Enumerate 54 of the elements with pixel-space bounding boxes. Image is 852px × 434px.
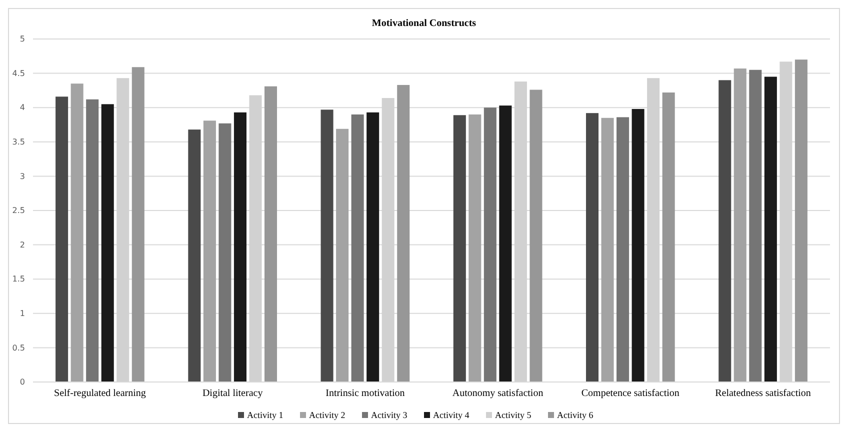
- legend-label: Activity 5: [495, 410, 532, 420]
- chart-title: Motivational Constructs: [372, 18, 476, 29]
- legend-label: Activity 1: [247, 410, 284, 420]
- bar: [632, 108, 644, 382]
- bar: [86, 99, 99, 382]
- bar: [188, 130, 201, 382]
- bar: [70, 84, 84, 382]
- bar: [586, 113, 599, 382]
- bar: [101, 104, 114, 382]
- x-tick-label: Digital literacy: [202, 388, 263, 399]
- x-tick-label: Autonomy satisfaction: [452, 388, 544, 399]
- bar: [56, 96, 68, 382]
- bar: [734, 68, 746, 382]
- bar: [468, 114, 482, 382]
- bar: [530, 90, 542, 382]
- legend-label: Activity 3: [371, 410, 408, 420]
- bar: [764, 76, 777, 382]
- x-tick-label: Self-regulated learning: [54, 388, 146, 399]
- y-tick-label: 1.5: [12, 274, 25, 284]
- bar: [601, 118, 614, 382]
- legend-label: Activity 6: [557, 410, 594, 420]
- y-tick-label: 4: [20, 103, 25, 112]
- bar: [397, 84, 410, 382]
- y-tick-label: 3.5: [12, 137, 25, 146]
- y-tick-label: 1: [20, 308, 25, 318]
- bar: [794, 60, 808, 382]
- bar: [453, 115, 466, 382]
- bar: [351, 114, 364, 382]
- bar: [718, 80, 732, 382]
- y-tick-label: 4.5: [12, 68, 25, 78]
- x-tick-label: Competence satisfaction: [581, 388, 680, 399]
- y-tick-label: 5: [20, 34, 25, 44]
- bar: [264, 86, 278, 382]
- y-tick-label: 3: [20, 172, 25, 181]
- bar: [203, 120, 216, 382]
- bar: [749, 70, 762, 382]
- bar: [484, 108, 496, 382]
- y-tick-label: 0.5: [12, 343, 25, 352]
- x-tick-label: Intrinsic motivation: [326, 388, 405, 399]
- bar: [366, 112, 380, 382]
- legend-label: Activity 2: [309, 410, 346, 420]
- legend-label: Activity 4: [433, 410, 470, 420]
- bar: [336, 128, 349, 382]
- y-tick-label: 2: [20, 240, 25, 250]
- bar: [662, 92, 675, 382]
- y-tick-label: 0: [20, 378, 25, 387]
- bar: [499, 106, 512, 382]
- bar: [218, 123, 232, 382]
- bar: [234, 112, 246, 382]
- x-tick-label: Relatedness satisfaction: [715, 388, 811, 399]
- bar: [320, 110, 334, 382]
- bar: [132, 67, 144, 382]
- y-tick-label: 2.5: [12, 206, 25, 216]
- bar: [616, 117, 630, 382]
